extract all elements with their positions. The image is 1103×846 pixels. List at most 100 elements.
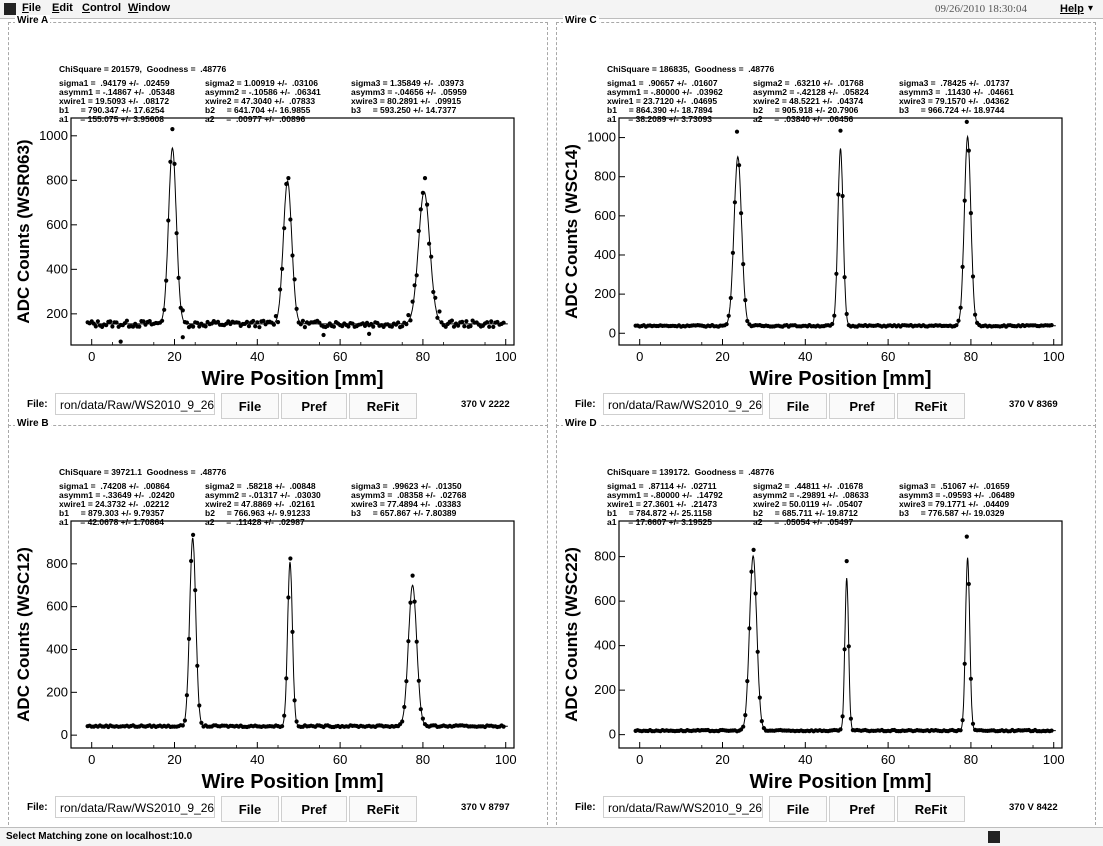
menu-control[interactable]: Control xyxy=(82,2,122,14)
menu-bar: File Edit Control Window 09/26/2010 18:3… xyxy=(0,0,1103,19)
app-icon[interactable] xyxy=(4,3,16,15)
data-point xyxy=(294,306,299,311)
voltage-readout: 370 V 8369 xyxy=(1009,399,1058,410)
data-point xyxy=(970,274,976,279)
data-point xyxy=(255,320,260,325)
data-point xyxy=(160,318,165,323)
fit-param: sigma3 = .51067 +/- .01659 xyxy=(899,481,1010,491)
file-button[interactable]: File xyxy=(221,393,279,419)
fit-param: asymm2 = -.10586 +/- .06341 xyxy=(205,87,321,97)
panel-footer: File: ron/data/Raw/WS2010_9_26_18 FilePref… xyxy=(9,794,549,824)
data-point xyxy=(400,324,405,329)
data-point xyxy=(842,275,847,280)
data-point xyxy=(468,324,473,329)
data-point xyxy=(485,320,490,325)
chevron-down-icon[interactable]: ▾ xyxy=(1088,3,1094,14)
menu-file[interactable]: File xyxy=(22,2,41,14)
fit-param: sigma3 = .78425 +/- .01737 xyxy=(899,78,1010,88)
file-button[interactable]: File xyxy=(769,796,827,822)
refit-button[interactable]: ReFit xyxy=(349,796,417,822)
fit-param: b3 = 657.867 +/- 7.80389 xyxy=(351,508,457,518)
y-tick-label: 600 xyxy=(594,208,616,223)
data-point xyxy=(396,320,401,325)
pref-button[interactable]: Pref xyxy=(829,796,895,822)
data-point xyxy=(489,319,494,324)
refit-button[interactable]: ReFit xyxy=(349,393,417,419)
data-point xyxy=(292,277,297,282)
data-point xyxy=(491,324,496,329)
fit-param: sigma1 = .87114 +/- .02711 xyxy=(607,481,717,491)
data-point xyxy=(960,264,965,269)
data-point xyxy=(726,313,731,318)
data-point xyxy=(730,250,735,255)
data-point xyxy=(300,318,305,323)
data-point xyxy=(186,636,192,641)
data-point xyxy=(180,335,185,340)
data-point xyxy=(137,324,142,329)
x-tick-label: 20 xyxy=(167,752,181,767)
fit-param: sigma2 = 1.00919 +/- .03106 xyxy=(205,78,318,88)
menu-window[interactable]: Window xyxy=(128,2,171,14)
data-point xyxy=(271,322,276,327)
y-tick-label: 400 xyxy=(594,247,616,262)
data-point xyxy=(431,289,436,295)
x-tick-label: 40 xyxy=(250,349,264,364)
data-point xyxy=(501,320,506,325)
y-tick-label: 0 xyxy=(609,325,616,340)
x-tick-label: 40 xyxy=(798,752,812,767)
fit-column-1: sigma1 = .94179 +/- .02459 asymm1 = -.148… xyxy=(59,79,175,124)
file-path-field[interactable]: ron/data/Raw/WS2010_9_26_18 xyxy=(55,393,215,415)
data-point xyxy=(278,287,283,292)
data-point xyxy=(749,569,754,574)
y-tick-label: 800 xyxy=(46,556,68,571)
fit-curve xyxy=(87,146,508,325)
x-tick-label: 80 xyxy=(964,752,978,767)
data-point xyxy=(180,723,185,728)
data-point xyxy=(288,217,293,222)
chi-square: ChiSquare = 39721.1 Goodness = .48776 xyxy=(59,467,227,477)
fit-column-1: sigma1 = .74208 +/- .00864 asymm1 = -.336… xyxy=(59,482,175,527)
refit-button[interactable]: ReFit xyxy=(897,393,965,419)
fit-column-1: sigma1 = .90657 +/- .01607 asymm1 = -.800… xyxy=(607,79,723,124)
data-point xyxy=(464,319,469,324)
data-point xyxy=(302,325,307,330)
data-point xyxy=(964,119,969,124)
file-path-field[interactable]: ron/data/Raw/WS2010_9_26_18 xyxy=(603,393,763,415)
pref-button[interactable]: Pref xyxy=(829,393,895,419)
data-point xyxy=(958,305,963,310)
x-tick-label: 40 xyxy=(798,349,812,364)
file-path-field[interactable]: ron/data/Raw/WS2010_9_26_18 xyxy=(55,796,215,818)
fit-param: sigma1 = .74208 +/- .00864 xyxy=(59,481,170,491)
fit-param: asymm1 = -.14867 +/- .05348 xyxy=(59,87,175,97)
data-point xyxy=(182,718,187,723)
pref-button[interactable]: Pref xyxy=(281,393,347,419)
file-label: File: xyxy=(27,802,48,813)
data-point xyxy=(203,324,208,329)
file-path-field[interactable]: ron/data/Raw/WS2010_9_26_18 xyxy=(603,796,763,818)
y-tick-label: 600 xyxy=(594,593,616,608)
data-points xyxy=(633,119,1054,329)
fit-param: xwire1 = 27.3601 +/- .21473 xyxy=(607,499,718,509)
fit-column-1: sigma1 = .87114 +/- .02711 asymm1 = -.800… xyxy=(607,482,723,527)
status-indicator-icon xyxy=(988,831,1000,843)
fit-param: sigma2 = .63210 +/- .01768 xyxy=(753,78,864,88)
data-point xyxy=(404,322,409,327)
data-point xyxy=(166,218,171,223)
data-point xyxy=(757,695,762,700)
file-button[interactable]: File xyxy=(221,796,279,822)
y-axis-label: ADC Counts (WSC22) xyxy=(562,547,581,722)
file-button[interactable]: File xyxy=(769,393,827,419)
refit-button[interactable]: ReFit xyxy=(897,796,965,822)
fit-column-3: sigma3 = 1.35849 +/- .03973 asymm3 = -.04… xyxy=(351,79,467,115)
data-point xyxy=(286,595,291,600)
menu-edit[interactable]: Edit xyxy=(52,2,73,14)
data-point xyxy=(180,308,185,313)
menu-help[interactable]: Help xyxy=(1060,3,1084,15)
data-point xyxy=(331,324,336,329)
pref-button[interactable]: Pref xyxy=(281,796,347,822)
fit-param: sigma2 = .44811 +/- .01678 xyxy=(753,481,864,491)
fit-column-2: sigma2 = .63210 +/- .01768 asymm2 = -.421… xyxy=(753,79,869,124)
data-point xyxy=(412,283,417,288)
data-point xyxy=(400,719,405,724)
panel-footer: File: ron/data/Raw/WS2010_9_26_18 FilePref… xyxy=(557,794,1097,824)
